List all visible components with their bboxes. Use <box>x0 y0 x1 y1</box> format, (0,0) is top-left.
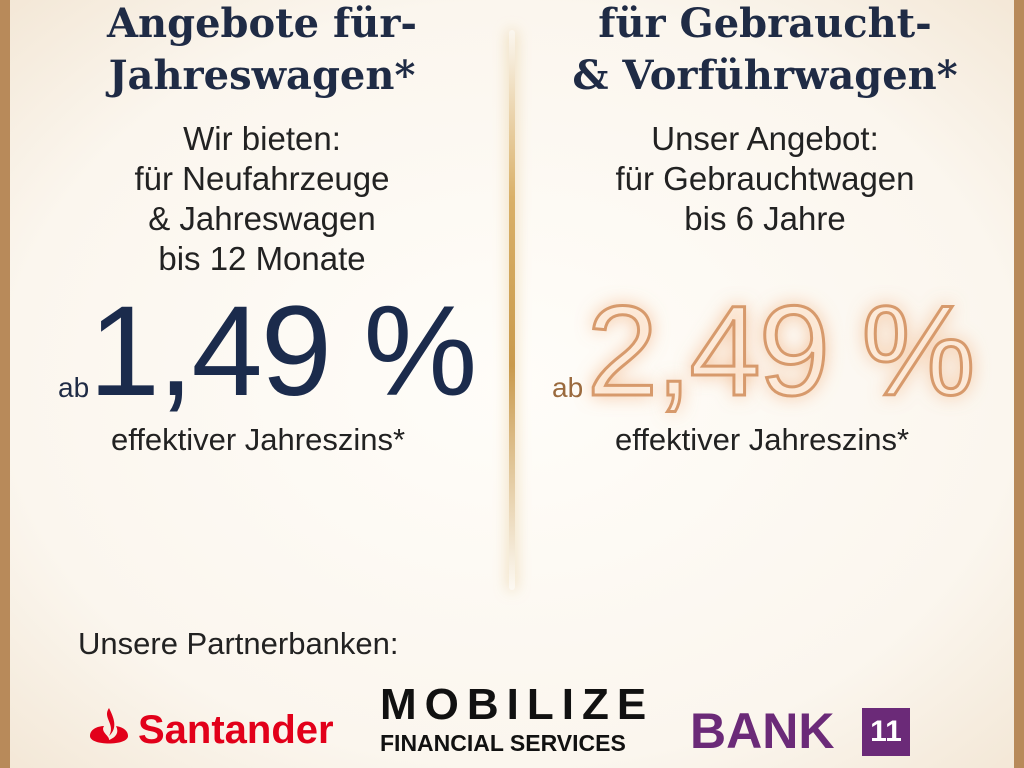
right-rate: 2,49 % <box>585 279 976 425</box>
santander-logo: Santander <box>138 708 334 752</box>
right-body: bis 6 Jahre <box>684 200 846 237</box>
right-heading: für Gebraucht- <box>598 0 932 47</box>
divider <box>509 30 515 590</box>
bank11-badge: 11 <box>862 708 910 756</box>
right-body: für Gebrauchtwagen <box>615 160 915 197</box>
left-heading: Angebote für- <box>107 0 417 47</box>
left-rate: 1,49 % <box>88 280 477 423</box>
left-body: Wir bieten: <box>183 120 341 157</box>
bank11-logo: BANK <box>690 703 835 759</box>
right-prefix: ab <box>552 372 584 403</box>
partners-label: Unsere Partnerbanken: <box>78 626 399 661</box>
santander-icon <box>90 708 128 744</box>
right-note: effektiver Jahreszins* <box>614 422 910 457</box>
left-body: bis 12 Monate <box>158 240 366 277</box>
left-heading: Jahreswagen* <box>108 52 416 99</box>
right-heading: & Vorführwagen* <box>572 52 958 99</box>
left-body: für Neufahrzeuge <box>134 160 390 197</box>
left-prefix: ab <box>58 372 90 403</box>
mobilize-sub: FINANCIAL SERVICES <box>380 730 626 756</box>
left-note: effektiver Jahreszins* <box>110 422 406 457</box>
right-body: Unser Angebot: <box>651 120 879 157</box>
left-body: & Jahreswagen <box>148 200 376 237</box>
mobilize-logo: MOBILIZE <box>380 680 655 729</box>
